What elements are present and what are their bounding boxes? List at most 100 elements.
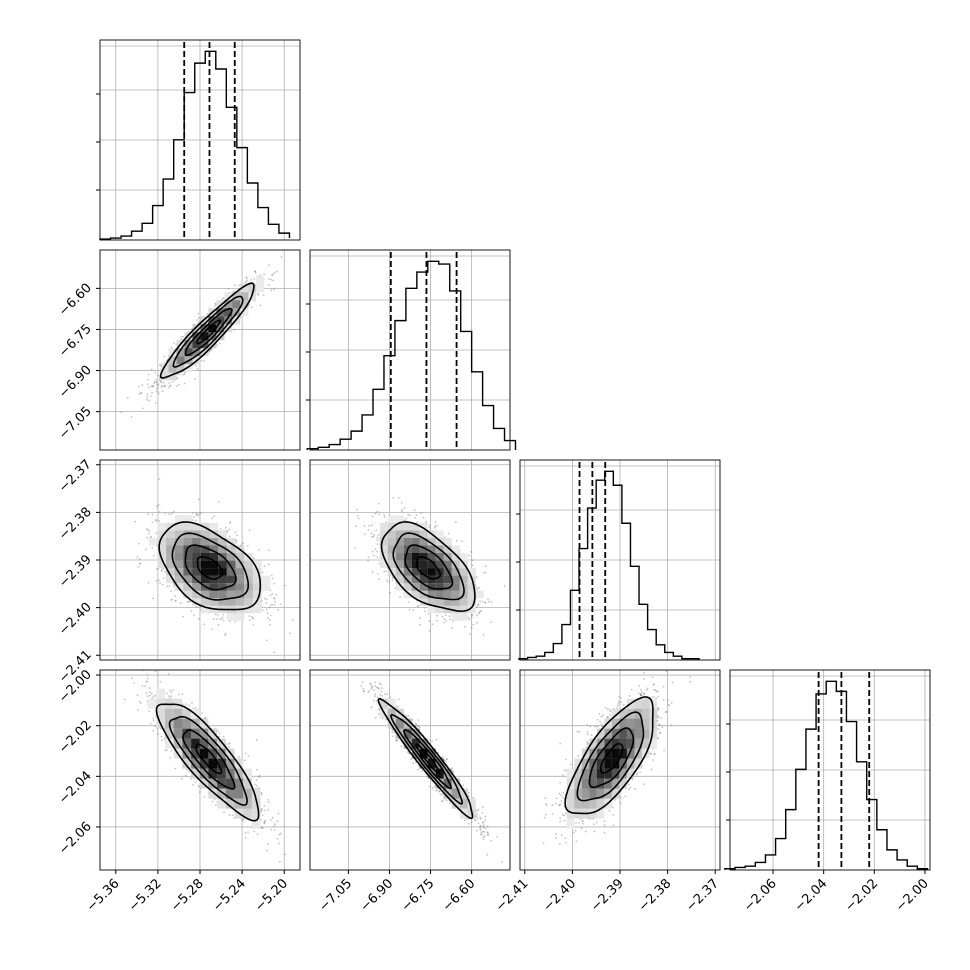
density-cell: [157, 545, 167, 553]
scatter-point: [210, 348, 213, 351]
scatter-point: [157, 504, 160, 506]
scatter-point: [253, 278, 256, 280]
contour-2-0-3: [158, 521, 262, 611]
scatter-point: [292, 619, 294, 622]
scatter-point: [367, 556, 370, 559]
scatter-point: [233, 328, 236, 331]
scatter-point: [434, 525, 437, 528]
scatter-point: [151, 513, 154, 516]
scatter-point: [140, 391, 143, 394]
scatter-point: [267, 617, 269, 619]
scatter-point: [198, 321, 201, 323]
scatter-point: [173, 342, 176, 344]
density-cell: [200, 538, 210, 546]
scatter-point: [257, 293, 259, 296]
scatter-point: [376, 543, 379, 546]
scatter-point: [164, 385, 167, 387]
scatter-point: [357, 517, 360, 520]
scatter-point: [216, 613, 219, 616]
scatter-point: [397, 496, 400, 499]
scatter-content-1-0: [100, 250, 300, 450]
density-cell: [192, 568, 201, 576]
scatter-point: [368, 524, 370, 527]
density-cell: [192, 538, 201, 546]
scatter-point: [178, 383, 180, 386]
scatter-point: [197, 514, 200, 517]
scatter-point: [463, 625, 466, 628]
scatter-content-2-0: [100, 460, 300, 660]
scatter-point: [162, 381, 165, 384]
scatter-point: [251, 615, 253, 618]
scatter-point: [444, 614, 447, 617]
contour-2-0-0: [196, 556, 224, 580]
scatter-content-2-1: [310, 460, 510, 660]
scatter-point: [158, 377, 161, 380]
density-cell: [192, 340, 201, 349]
scatter-point: [188, 601, 190, 603]
scatter-point: [470, 626, 473, 629]
scatter-point: [151, 391, 154, 394]
scatter-point: [167, 513, 170, 515]
scatter-point: [169, 385, 171, 387]
scatter-point: [229, 522, 231, 524]
scatter-point: [211, 517, 214, 519]
density-cell: [209, 522, 219, 531]
scatter-point: [181, 373, 184, 376]
scatter-point: [157, 392, 160, 395]
scatter-point: [385, 521, 388, 523]
scatter-point: [203, 359, 205, 362]
scatter-panel-2-1: [309, 459, 511, 661]
scatter-point: [146, 378, 149, 381]
scatter-point: [273, 651, 276, 654]
scatter-point: [138, 392, 140, 395]
scatter-point: [195, 513, 198, 516]
scatter-point: [254, 270, 257, 272]
scatter-point: [273, 271, 276, 274]
scatter-point: [168, 382, 171, 384]
scatter-point: [213, 515, 216, 518]
density-cell: [216, 300, 225, 309]
scatter-panel-2-0: [99, 459, 301, 661]
density-cell: [224, 300, 233, 309]
scatter-point: [171, 598, 173, 601]
scatter-point: [162, 583, 164, 586]
scatter-point: [173, 510, 175, 513]
scatter-point: [403, 507, 406, 510]
density-cell: [218, 575, 227, 584]
scatter-point: [198, 617, 200, 620]
scatter-point: [475, 614, 478, 617]
scatter-point: [158, 511, 161, 513]
scatter-point: [148, 529, 151, 532]
scatter-point: [275, 593, 277, 596]
density-cell: [224, 308, 233, 317]
scatter-point: [140, 392, 142, 395]
histogram-step-0: [99, 50, 291, 240]
scatter-point: [151, 521, 154, 524]
scatter-point: [283, 584, 286, 587]
histogram-frame-1: [309, 249, 511, 451]
scatter-point: [182, 615, 184, 618]
density-cell: [218, 530, 227, 538]
scatter-point: [273, 604, 276, 606]
density-cell: [252, 560, 262, 569]
scatter-point: [371, 570, 374, 573]
scatter-point: [257, 549, 260, 551]
scatter-point: [455, 521, 457, 524]
density-cell: [252, 605, 262, 614]
scatter-point: [134, 520, 137, 523]
density-cell: [235, 583, 245, 591]
scatter-point: [186, 601, 189, 603]
density-cell: [160, 364, 169, 373]
density-cell: [183, 583, 193, 591]
scatter-point: [221, 616, 224, 619]
density-cell: [209, 545, 219, 553]
scatter-point: [480, 609, 483, 612]
scatter-point: [228, 535, 231, 538]
density-cell: [252, 575, 262, 584]
scatter-point: [238, 284, 241, 287]
density-cell: [208, 324, 217, 333]
density-cell: [224, 316, 233, 325]
scatter-point: [273, 582, 276, 585]
density-cell: [200, 560, 210, 569]
density-cell: [174, 515, 184, 523]
